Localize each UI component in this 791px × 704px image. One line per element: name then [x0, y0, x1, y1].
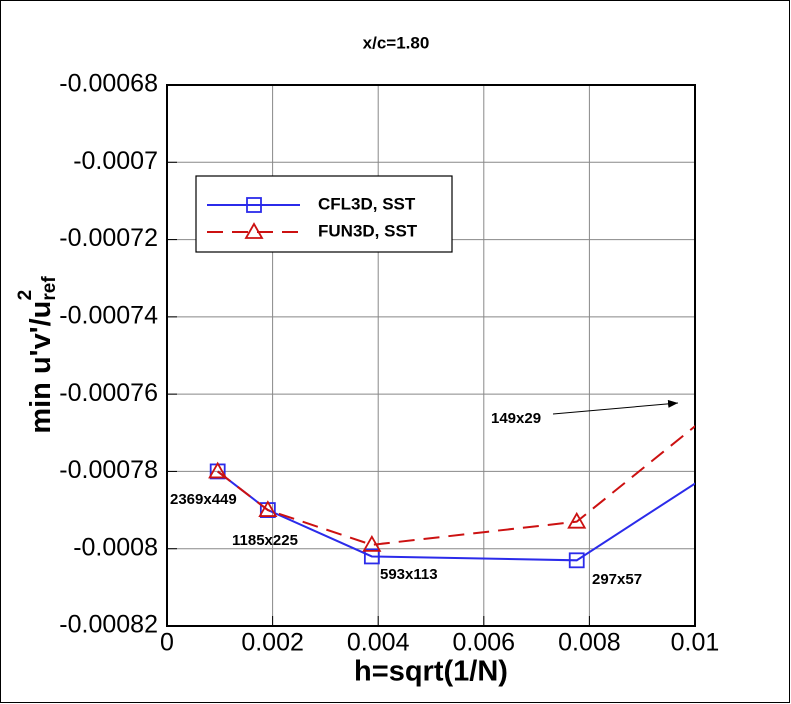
legend-marker	[244, 222, 264, 239]
marker	[258, 500, 278, 517]
marker	[363, 548, 380, 565]
annotation: 297x57	[592, 571, 642, 588]
y-tick-label: -0.00072	[59, 224, 158, 252]
x-tick-label: 0	[160, 629, 174, 657]
x-tick-label: 0.01	[671, 629, 720, 657]
annotation: 1185x225	[232, 532, 298, 549]
plot-frame	[166, 84, 696, 627]
y-label-sup: 2	[15, 290, 36, 301]
chart-title: x/c=1.80	[363, 33, 430, 52]
annotation: 149x29	[491, 410, 541, 427]
marker	[568, 552, 585, 569]
legend-box	[195, 175, 453, 253]
y-tick-label: -0.00076	[59, 379, 158, 407]
y-label-main: min u'v'/u	[25, 301, 57, 434]
legend-label: CFL3D, SST	[318, 194, 416, 213]
marker	[567, 511, 587, 529]
marker	[362, 535, 382, 552]
series-line	[217, 470, 695, 562]
annotation-arrow	[552, 399, 679, 415]
legend-label: FUN3D, SST	[318, 221, 418, 240]
y-label-sub: ref	[39, 276, 60, 301]
y-tick-label: -0.0007	[73, 147, 158, 175]
x-axis-label: h=sqrt(1/N)	[354, 656, 508, 688]
annotation: 593x113	[380, 566, 438, 583]
x-tick-label: 0.006	[453, 629, 516, 657]
y-tick-label: -0.0008	[73, 533, 158, 561]
y-tick-label: -0.00068	[59, 70, 158, 98]
y-axis-label: min u'v'/uref2	[15, 276, 60, 434]
legend-marker	[246, 197, 262, 213]
y-tick-label: -0.00082	[59, 611, 158, 639]
x-tick-label: 0.004	[347, 629, 410, 657]
x-tick-label: 0.002	[241, 629, 304, 657]
plot-data	[208, 424, 695, 569]
series-line	[217, 424, 695, 546]
annotation: 2369x449	[170, 491, 237, 508]
y-label-text: min u'v'/uref2	[15, 276, 60, 434]
y-tick-label: -0.00074	[59, 301, 158, 329]
x-tick-label: 0.008	[558, 629, 621, 657]
marker	[208, 461, 228, 479]
y-tick-label: -0.00078	[59, 456, 158, 484]
